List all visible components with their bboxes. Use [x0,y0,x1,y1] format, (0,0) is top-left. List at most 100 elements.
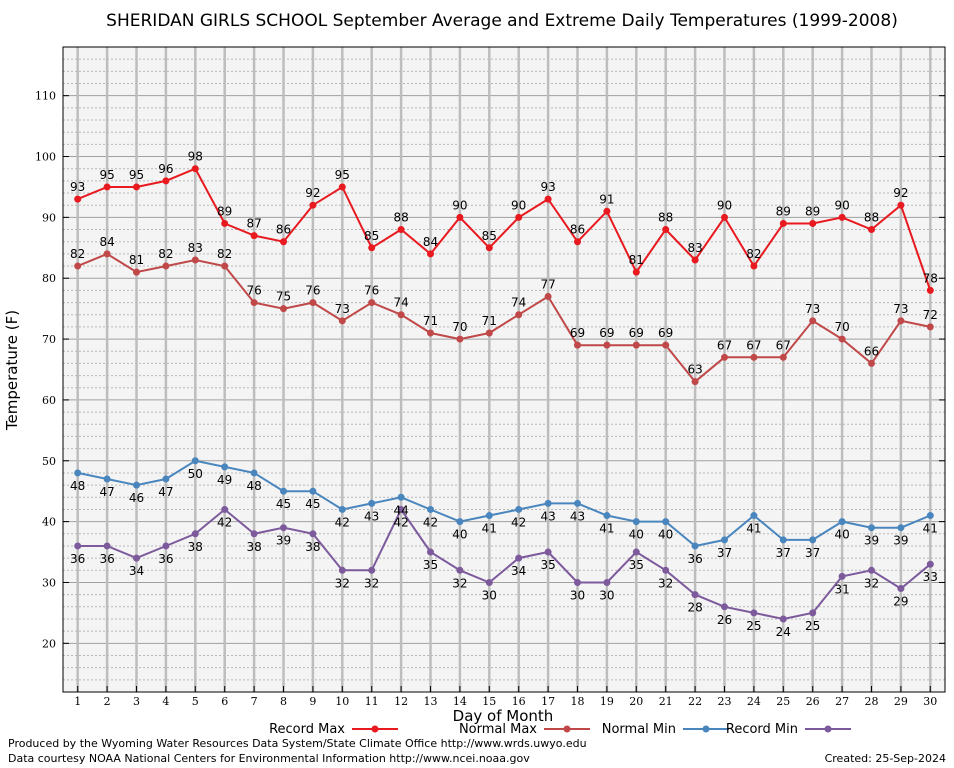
data-label-normal-min: 43 [364,509,379,523]
data-point-record-min [74,542,82,550]
data-point-record-max [103,183,111,191]
data-point-normal-max [397,311,405,319]
data-point-record-min [250,530,258,538]
data-label-record-max: 90 [834,198,849,212]
data-label-normal-min: 40 [658,528,673,542]
data-label-record-min: 30 [482,588,497,602]
data-label-record-max: 88 [658,211,673,225]
data-label-normal-min: 46 [129,491,144,505]
data-label-normal-min: 39 [893,534,908,548]
data-label-record-max: 90 [717,198,732,212]
data-label-normal-min: 44 [393,503,408,517]
data-point-normal-max [338,317,346,325]
legend-item-record-max: Record Max [269,722,398,737]
data-point-normal-min [838,518,846,526]
data-label-record-min: 42 [393,515,408,529]
data-label-record-max: 86 [276,223,291,237]
legend-marker-normal-max [563,725,571,733]
data-label-normal-min: 45 [305,497,320,511]
data-label-normal-max: 69 [658,326,673,340]
data-label-record-max: 87 [246,217,261,231]
data-point-normal-min [456,518,464,526]
data-label-record-max: 86 [570,223,585,237]
data-label-normal-max: 74 [393,296,408,310]
data-label-record-min: 32 [364,576,379,590]
data-label-record-min: 33 [923,570,938,584]
data-label-normal-max: 73 [335,302,350,316]
data-label-record-min: 24 [776,625,791,639]
data-point-normal-min [74,469,82,477]
data-point-record-min [838,572,846,580]
data-point-record-min [368,566,376,574]
data-label-record-min: 38 [188,540,203,554]
data-point-record-min [926,560,934,568]
data-label-normal-max: 83 [188,241,203,255]
legend-marker-record-max [371,725,379,733]
data-point-normal-min [162,475,170,483]
data-point-record-min [897,585,905,593]
series-layer [74,165,934,623]
data-point-record-max [632,268,640,276]
data-point-record-max [338,183,346,191]
data-point-record-max [662,226,670,234]
data-point-record-min [427,548,434,556]
x-tick-label: 6 [221,695,228,708]
data-point-record-max [897,201,905,209]
data-point-normal-max [309,299,317,307]
data-label-record-min: 32 [658,576,673,590]
x-tick-label: 2 [104,695,111,708]
data-point-normal-max [779,353,787,361]
data-point-record-min [397,505,405,513]
data-label-record-max: 90 [511,198,526,212]
data-label-normal-min: 36 [687,552,702,566]
data-label-normal-max: 73 [805,302,820,316]
y-tick-label: 20 [42,637,56,650]
data-label-record-min: 32 [452,576,467,590]
data-point-normal-min [868,524,875,532]
legend-marker-normal-min [702,725,710,733]
y-tick-label: 30 [42,576,56,589]
data-label-record-max: 92 [305,186,320,200]
data-label-normal-min: 40 [629,528,644,542]
data-point-normal-min [574,499,581,507]
data-label-normal-min: 39 [864,534,879,548]
data-label-record-min: 28 [687,601,702,615]
data-point-normal-max [721,353,728,361]
x-tick-label: 8 [280,695,287,708]
data-point-record-min [721,603,728,611]
data-label-normal-min: 50 [188,467,203,481]
data-point-record-min [485,578,493,586]
data-label-normal-max: 75 [276,290,291,304]
data-label-record-max: 90 [452,198,467,212]
data-point-normal-max [691,378,699,386]
plot-frame [62,46,946,693]
data-point-normal-max [662,341,670,349]
data-point-normal-min [485,512,493,520]
data-label-record-min: 35 [423,558,438,572]
data-label-normal-max: 69 [570,326,585,340]
x-tick-label: 27 [835,695,849,708]
data-label-record-min: 38 [305,540,320,554]
data-label-normal-max: 66 [864,344,879,358]
data-label-normal-min: 40 [834,528,849,542]
data-point-normal-min [338,505,346,513]
data-point-normal-max [133,268,140,276]
legend-label-record-max: Record Max [269,722,345,737]
data-point-normal-max [574,341,581,349]
data-point-normal-max [280,305,287,313]
data-point-normal-min [662,518,670,526]
data-point-record-max [750,262,758,270]
data-label-record-min: 30 [599,588,614,602]
data-label-normal-min: 43 [540,509,555,523]
data-point-normal-min [632,518,640,526]
data-label-record-max: 93 [70,180,85,194]
data-label-record-max: 93 [540,180,555,194]
data-point-normal-max [515,311,523,319]
legend-label-normal-max: Normal Max [459,722,537,737]
data-point-normal-max [868,359,875,367]
data-label-normal-min: 48 [246,479,261,493]
x-tick-label: 29 [894,695,908,708]
x-tick-label: 20 [629,695,643,708]
